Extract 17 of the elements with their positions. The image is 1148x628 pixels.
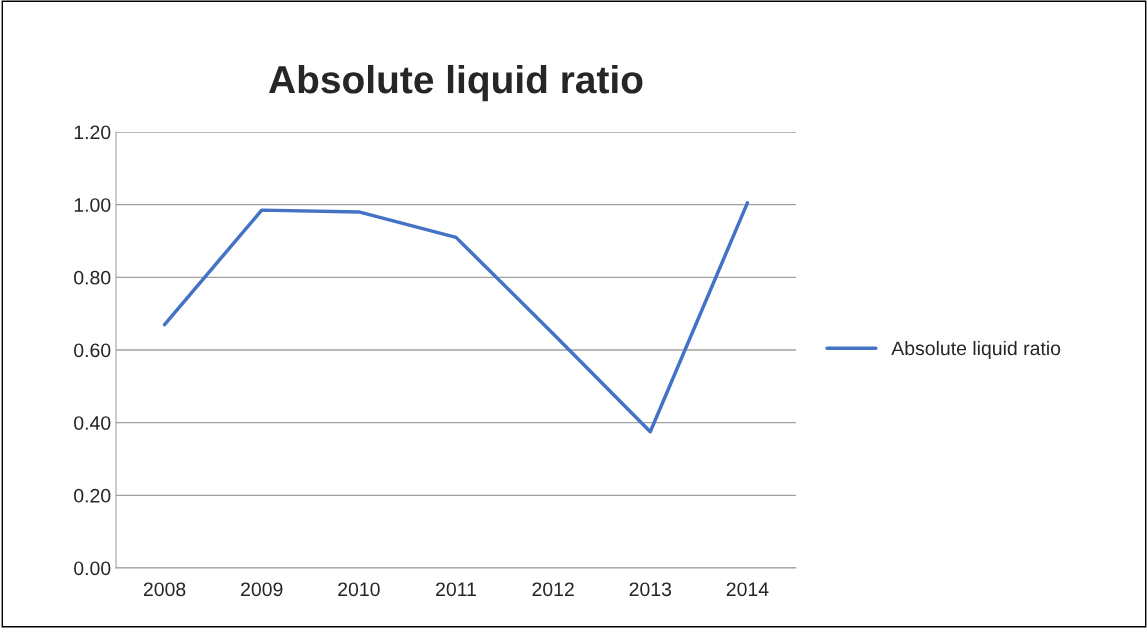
y-tick-label: 1.00 bbox=[74, 198, 111, 212]
x-tick-label: 2014 bbox=[726, 582, 769, 597]
line-series bbox=[162, 201, 750, 434]
x-tick-label: 2010 bbox=[338, 582, 380, 597]
y-tick-label: 0.00 bbox=[74, 561, 111, 576]
y-tick-label: 1.20 bbox=[74, 125, 111, 140]
x-tick-label: 2013 bbox=[629, 582, 672, 597]
legend-label: Absolute liquid ratio bbox=[891, 340, 1061, 360]
x-tick-label: 2009 bbox=[241, 582, 283, 597]
y-tick-label: 0.60 bbox=[74, 343, 111, 358]
x-tick-label: 2008 bbox=[143, 582, 186, 597]
y-tick-label: 0.40 bbox=[74, 416, 111, 430]
y-tick-label: 0.80 bbox=[74, 270, 111, 285]
x-tick-label: 2012 bbox=[532, 582, 574, 597]
chart-title: Absolute liquid ratio bbox=[269, 64, 643, 102]
y-tick-label: 0.20 bbox=[74, 488, 111, 503]
x-tick-label: 2011 bbox=[436, 582, 476, 597]
